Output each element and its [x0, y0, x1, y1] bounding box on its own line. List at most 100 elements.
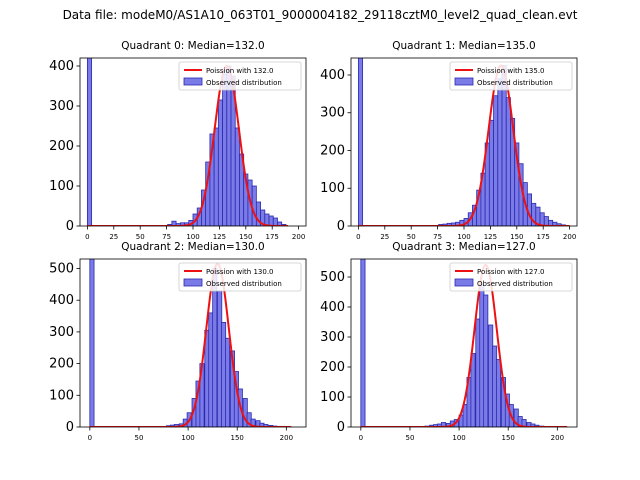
histogram-bar — [497, 78, 503, 226]
legend: Poission with 130.0 Observed distribution — [178, 262, 302, 292]
y-tick-label: 100 — [320, 181, 345, 196]
x-tick-label: 100 — [457, 233, 470, 241]
x-tick-label: 150 — [502, 434, 515, 442]
histogram-bar — [272, 217, 278, 226]
histogram-bar — [521, 419, 527, 427]
histogram-bar — [493, 95, 499, 226]
x-tick-label: 100 — [452, 434, 465, 442]
y-tick-label: 0 — [337, 420, 345, 435]
panel-title: Quadrant 0: Median=132.0 — [121, 40, 264, 52]
x-tick-label: 50 — [407, 233, 416, 241]
y-tick-label: 0 — [66, 219, 74, 234]
panel-title: Quadrant 3: Median=127.0 — [392, 241, 535, 253]
x-tick-label: 200 — [551, 434, 564, 442]
x-tick-label: 50 — [405, 434, 414, 442]
legend-bar-swatch — [454, 77, 474, 86]
histogram-bar — [488, 119, 494, 226]
y-tick-label: 300 — [320, 330, 345, 345]
legend-bar-swatch — [183, 77, 203, 86]
x-tick-label: 0 — [85, 233, 89, 241]
legend-label-observed: Observed distribution — [477, 79, 553, 87]
y-tick-label: 100 — [320, 390, 345, 405]
histogram-bar — [543, 216, 549, 226]
legend-label-observed: Observed distribution — [477, 280, 553, 288]
histogram-bar — [483, 294, 489, 427]
panel-title: Quadrant 1: Median=135.0 — [392, 40, 535, 52]
histogram-bar — [360, 259, 366, 427]
panel-quadrant-1: 0 25 50 75 100 125 150 175 200 0 100 200 300 400 Quadr… — [320, 40, 578, 241]
histogram-bar — [268, 215, 274, 226]
legend-bar-swatch — [454, 278, 474, 287]
legend-label-poisson: Poission with 130.0 — [206, 268, 274, 276]
y-tick-label: 200 — [320, 360, 345, 375]
y-tick-label: 300 — [49, 325, 74, 340]
y-tick-label: 0 — [337, 219, 345, 234]
x-tick-label: 150 — [231, 434, 244, 442]
y-tick-label: 200 — [320, 143, 345, 158]
legend: Poission with 132.0 Observed distribution — [178, 61, 302, 91]
x-tick-label: 50 — [136, 233, 145, 241]
legend-label-observed: Observed distribution — [206, 280, 282, 288]
poisson-curve — [87, 64, 289, 226]
histogram-bar — [505, 97, 511, 226]
x-tick-label: 200 — [563, 233, 576, 241]
x-tick-label: 125 — [213, 233, 226, 241]
histogram-bar — [496, 359, 502, 427]
legend-box — [449, 61, 573, 91]
y-tick-label: 400 — [320, 300, 345, 315]
histogram-bar — [89, 259, 95, 427]
x-tick-label: 150 — [510, 233, 523, 241]
x-tick-label: 25 — [380, 233, 389, 241]
poisson-curve — [358, 64, 570, 226]
x-tick-label: 175 — [537, 233, 550, 241]
histogram-bar — [357, 58, 364, 226]
histogram-bar — [212, 268, 218, 427]
y-tick-label: 500 — [320, 270, 345, 285]
histogram-bar — [440, 422, 447, 427]
axes-frame — [350, 258, 578, 428]
x-tick-label: 0 — [356, 233, 360, 241]
y-tick-label: 300 — [49, 99, 74, 114]
y-tick-label: 200 — [49, 357, 74, 372]
legend-bar-swatch — [183, 278, 203, 287]
legend: Poission with 135.0 Observed distribution — [449, 61, 573, 91]
legend-label-poisson: Poission with 127.0 — [477, 268, 545, 276]
legend: Poission with 127.0 Observed distribution — [449, 262, 573, 292]
histogram-bar — [213, 127, 219, 226]
histogram-bar — [225, 337, 231, 427]
y-tick-label: 100 — [49, 388, 74, 403]
histogram-bars — [86, 58, 287, 226]
y-tick-label: 400 — [49, 293, 74, 308]
x-tick-label: 0 — [359, 434, 363, 442]
histogram-bar — [222, 73, 228, 226]
axes-frame — [79, 258, 307, 428]
y-tick-label: 500 — [49, 262, 74, 277]
panel-title: Quadrant 2: Median=130.0 — [121, 241, 264, 253]
x-tick-label: 200 — [280, 434, 293, 442]
x-tick-label: 75 — [433, 233, 442, 241]
y-tick-label: 100 — [49, 179, 74, 194]
panel-quadrant-0: 0 25 50 75 100 125 150 175 200 0 100 200 300 400 Quadr… — [49, 40, 307, 241]
histogram-bar — [251, 185, 257, 226]
histogram-bar — [86, 58, 93, 226]
y-tick-label: 0 — [66, 420, 74, 435]
histogram-bar — [217, 99, 223, 226]
x-tick-label: 0 — [88, 434, 92, 442]
x-tick-label: 100 — [181, 434, 194, 442]
legend-label-observed: Observed distribution — [206, 79, 282, 87]
x-tick-label: 150 — [239, 233, 252, 241]
histogram-bar — [539, 212, 545, 226]
legend-label-poisson: Poission with 135.0 — [477, 67, 545, 75]
y-tick-label: 400 — [49, 59, 74, 74]
histogram-bar — [234, 127, 240, 226]
x-tick-label: 50 — [134, 434, 143, 442]
x-tick-label: 75 — [162, 233, 171, 241]
x-tick-label: 125 — [484, 233, 497, 241]
panel-quadrant-2: 0 50 100 150 200 0 100 200 300 400 500 Quadrant 2: … — [49, 241, 307, 442]
x-tick-label: 175 — [266, 233, 279, 241]
legend-box — [178, 262, 302, 292]
legend-box — [178, 61, 302, 91]
figure-title: Data file: modeM0/AS1A10_063T01_90000041… — [62, 8, 578, 22]
x-tick-label: 25 — [109, 233, 118, 241]
